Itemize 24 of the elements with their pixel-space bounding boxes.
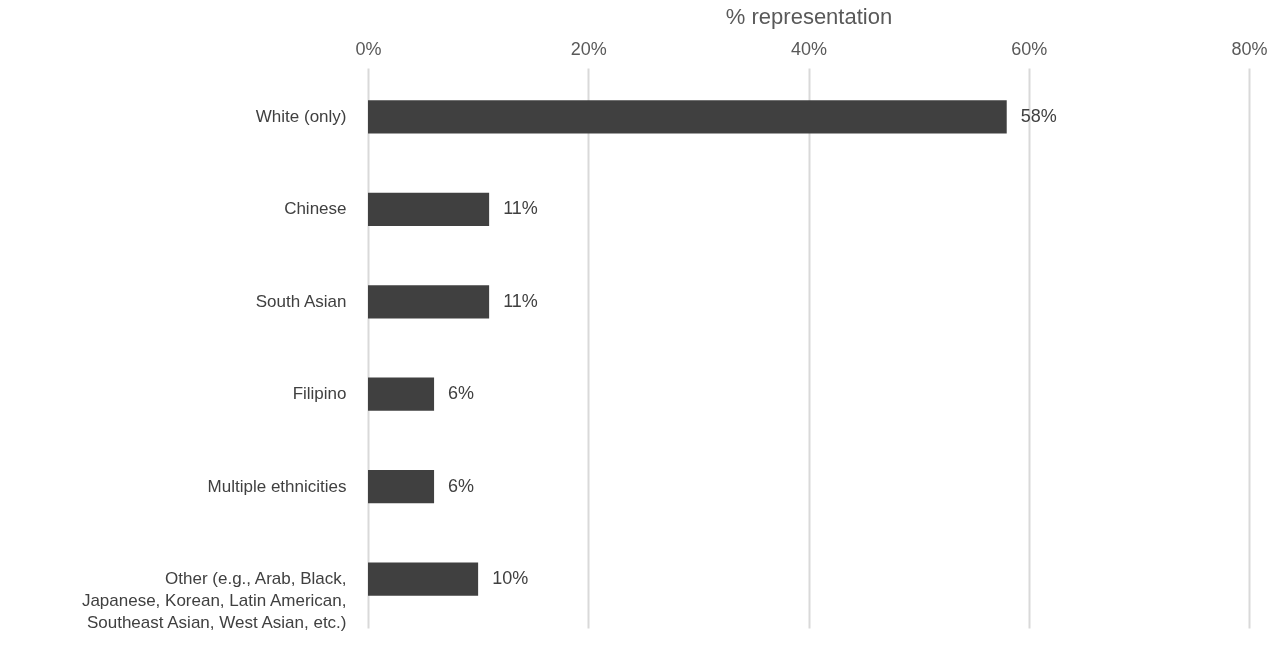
data-label: 6% <box>448 383 475 404</box>
data-label: 11% <box>503 290 538 311</box>
data-label: 11% <box>503 198 538 219</box>
x-tick-label: 60% <box>1011 38 1048 59</box>
data-label: 10% <box>492 568 529 589</box>
bar <box>368 192 490 227</box>
x-tick-label: 20% <box>570 38 607 59</box>
y-tick-label: White (only) <box>255 106 347 126</box>
x-tick-label: 40% <box>790 38 828 59</box>
bar <box>368 562 479 596</box>
bar <box>368 469 435 504</box>
data-label: 58% <box>1020 105 1057 126</box>
x-tick-label: 0% <box>355 38 382 59</box>
x-axis-title: % representation <box>725 3 893 29</box>
y-tick-label: Filipino <box>292 384 347 404</box>
bar <box>368 377 435 411</box>
y-tick-label: Chinese <box>284 199 347 219</box>
y-tick-label: South Asian <box>255 291 347 311</box>
y-tick-label: Other (e.g., Arab, Black, Japanese, Korean, Latin American, Southeast Asian, West Asian, etc.) <box>81 569 347 633</box>
x-tick-label: 80% <box>1231 38 1268 59</box>
bar <box>368 100 1007 134</box>
bar <box>368 285 490 319</box>
y-tick-label: Multiple ethnicities <box>207 476 347 496</box>
data-label: 6% <box>448 475 475 496</box>
